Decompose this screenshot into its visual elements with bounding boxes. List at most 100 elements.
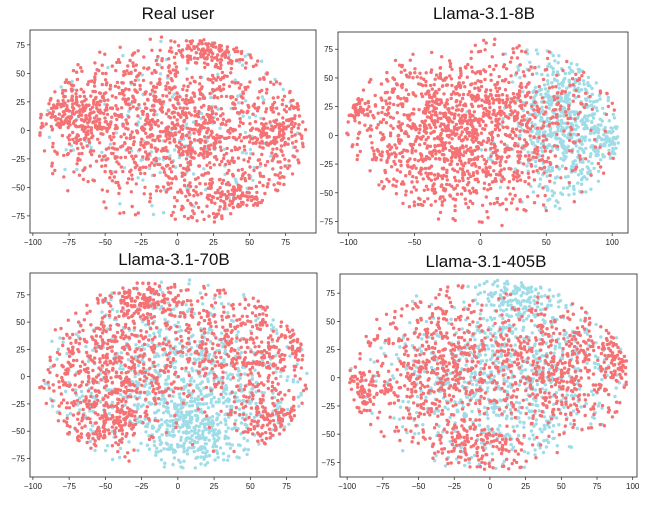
scatter-point — [81, 146, 85, 150]
scatter-point — [194, 185, 198, 189]
scatter-point — [134, 122, 138, 126]
scatter-point — [89, 131, 94, 135]
scatter-point — [40, 121, 44, 126]
scatter-point — [129, 133, 133, 137]
scatter-point — [158, 162, 162, 167]
scatter-point — [224, 123, 228, 127]
scatter-point — [148, 133, 152, 137]
scatter-point — [260, 198, 265, 203]
scatter-point — [263, 191, 267, 196]
x-tick-label: −100 — [24, 238, 43, 247]
scatter-point — [75, 139, 79, 143]
scatter-point — [208, 120, 212, 124]
scatter-point — [212, 220, 217, 224]
scatter-point — [286, 118, 290, 122]
scatter-point — [173, 40, 177, 44]
scatter-point — [227, 118, 231, 122]
scatter-point — [79, 66, 83, 70]
scatter-point — [142, 192, 146, 196]
scatter-point — [159, 189, 163, 193]
scatter-point — [113, 155, 117, 159]
scatter-point — [180, 134, 184, 139]
scatter-point — [109, 151, 114, 156]
scatter-point — [234, 137, 239, 142]
scatter-point — [62, 153, 66, 158]
scatter-point — [272, 135, 276, 140]
scatter-point — [276, 173, 280, 177]
scatter-point — [39, 113, 43, 117]
scatter-point — [114, 95, 118, 100]
scatter-point — [216, 53, 220, 57]
scatter-point — [213, 105, 218, 109]
scatter-point — [262, 77, 266, 81]
scatter-point — [190, 39, 195, 43]
scatter-point — [128, 58, 132, 63]
scatter-point — [221, 117, 226, 122]
x-tick-label: −25 — [134, 238, 148, 247]
scatter-point — [290, 120, 294, 124]
scatter-point — [548, 128, 552, 132]
scatter-point — [49, 96, 53, 101]
scatter-point — [547, 165, 551, 169]
scatter-point — [247, 176, 252, 180]
scatter-point — [261, 101, 266, 105]
scatter-point — [127, 115, 131, 119]
scatter-point — [526, 160, 531, 165]
scatter-point — [82, 105, 86, 109]
scatter-point — [241, 90, 245, 94]
scatter-point — [271, 167, 275, 171]
scatter-point — [237, 196, 242, 200]
scatter-point — [284, 110, 289, 114]
scatter-point — [258, 180, 262, 185]
scatter-point — [102, 111, 106, 116]
scatter-point — [131, 157, 135, 161]
scatter-point — [92, 84, 97, 88]
scatter-point — [248, 53, 252, 57]
scatter-point — [139, 140, 143, 145]
scatter-point — [281, 121, 286, 125]
scatter-point — [142, 66, 146, 70]
scatter-point — [265, 72, 269, 76]
scatter-point — [144, 131, 148, 135]
scatter-point — [244, 87, 248, 92]
scatter-point — [177, 140, 182, 145]
scatter-point — [194, 51, 198, 55]
scatter-point — [287, 159, 291, 163]
scatter-point — [96, 137, 100, 141]
scatter-point — [268, 141, 272, 146]
scatter-point — [142, 55, 146, 59]
scatter-point — [180, 48, 185, 52]
scatter-point — [115, 126, 119, 131]
scatter-point — [209, 106, 214, 110]
scatter-point — [230, 188, 234, 192]
scatter-point — [239, 185, 243, 189]
scatter-point — [143, 102, 147, 106]
scatter-point — [236, 156, 241, 160]
scatter-point — [297, 114, 302, 118]
scatter-point — [227, 128, 231, 133]
scatter-point — [203, 65, 207, 70]
scatter-point — [136, 211, 140, 215]
scatter-point — [176, 101, 180, 106]
scatter-point — [151, 212, 156, 217]
scatter-point — [584, 190, 588, 194]
scatter-point — [215, 117, 220, 121]
scatter-point — [117, 162, 121, 166]
scatter-point — [167, 57, 171, 61]
scatter-point — [73, 101, 78, 105]
scatter-point — [234, 97, 238, 102]
scatter-point — [229, 212, 233, 216]
scatter-point — [198, 39, 202, 43]
scatter-point — [207, 214, 211, 218]
scatter-point — [262, 98, 266, 102]
scatter-point — [160, 121, 164, 125]
scatter-point — [214, 112, 218, 116]
scatter-point — [176, 123, 180, 127]
scatter-point — [242, 144, 246, 149]
scatter-point — [89, 128, 94, 132]
scatter-point — [147, 122, 152, 126]
scatter-point — [238, 117, 242, 121]
scatter-point — [167, 115, 171, 119]
scatter-point — [561, 186, 566, 190]
scatter-point — [203, 57, 207, 61]
